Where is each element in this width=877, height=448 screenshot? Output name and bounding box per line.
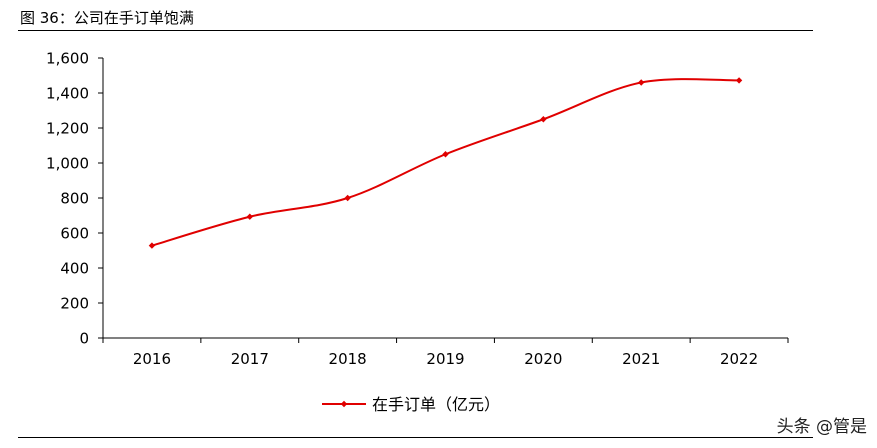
data-point [540, 116, 547, 123]
data-point [344, 194, 351, 202]
legend-label: 在手订单（亿元） [372, 395, 500, 414]
figure-title: 图 36：公司在手订单饱满 [20, 9, 194, 27]
data-point [638, 79, 645, 86]
x-tick-label: 2020 [524, 350, 562, 368]
y-tick-labels: 0 200 400 600 800 1,000 1,200 1,400 1,600 [46, 50, 89, 348]
x-tick-label: 2022 [720, 350, 758, 368]
y-tick-label: 1,000 [46, 155, 89, 173]
y-tick-label: 200 [60, 295, 89, 313]
y-tick-label: 1,200 [46, 120, 89, 138]
data-point [442, 151, 449, 158]
title-rule [18, 30, 813, 31]
chart-legend: 在手订单（亿元） [322, 395, 500, 414]
y-tick-label: 1,400 [46, 85, 89, 103]
data-point [148, 242, 156, 249]
x-tick-label: 2019 [426, 350, 464, 368]
x-tick-labels: 2016 2017 2018 2019 2020 2021 2022 [133, 350, 758, 368]
series-line [151, 78, 740, 247]
x-tick-label: 2017 [231, 350, 269, 368]
data-point [735, 77, 743, 84]
y-tick-label: 1,600 [46, 50, 89, 68]
y-tick-label: 800 [60, 190, 89, 208]
chart-axes [98, 57, 789, 343]
footer-rule [18, 437, 813, 438]
y-tick-label: 0 [79, 330, 89, 348]
chart-series [148, 77, 743, 249]
watermark: 头条 @管是 [776, 417, 867, 437]
data-point [246, 213, 253, 220]
x-tick-label: 2016 [133, 350, 171, 368]
legend-marker [340, 400, 348, 408]
y-tick-label: 600 [60, 225, 89, 243]
x-tick-label: 2018 [329, 350, 367, 368]
x-tick-label: 2021 [622, 350, 660, 368]
y-tick-label: 400 [60, 260, 89, 278]
